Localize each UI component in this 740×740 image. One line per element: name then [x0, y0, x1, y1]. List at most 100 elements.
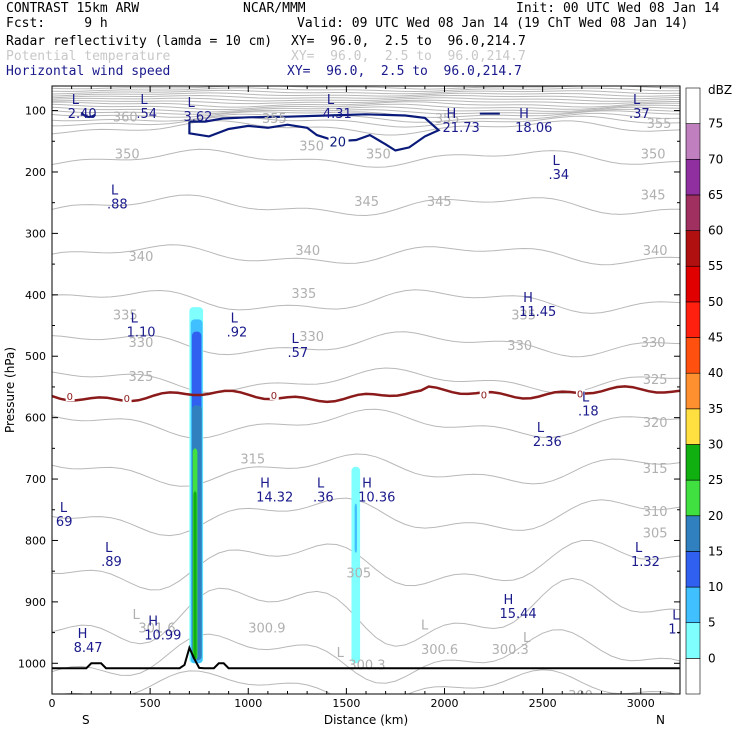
colorbar-level-label: 75 [708, 117, 723, 131]
theta-contour [52, 87, 680, 93]
theta-contour [52, 497, 680, 537]
field-theta-xy: XY= 96.0, 2.5 to 96.0,214.7 [291, 49, 526, 64]
theta-contour [52, 289, 680, 314]
theta-contour-label: 300.6 [421, 643, 458, 658]
y-tick-label: 800 [25, 534, 46, 547]
theta-contour-label: 330 [507, 339, 532, 354]
wind-extremum-marker: H [148, 615, 158, 630]
wind-extremum-marker: L [582, 390, 590, 405]
theta-contour [52, 103, 680, 111]
reflectivity-10dbz [354, 503, 357, 553]
wind-contour-label: 20 [330, 136, 347, 151]
theta-contour [52, 194, 680, 217]
colorbar-level-label: 15 [708, 544, 723, 558]
theta-contour-label: 325 [643, 373, 668, 388]
theta-contour [59, 669, 678, 694]
wind-extremum-marker: H [362, 476, 372, 491]
wind-extremum-value: .92 [227, 326, 248, 341]
colorbar-swatch [685, 194, 701, 231]
colorbar-level-label: 20 [708, 509, 723, 523]
theta-contour-label: 330 [129, 336, 154, 351]
colorbar-level-label: 40 [708, 366, 723, 380]
wind-extremum-value: 10.36 [358, 490, 395, 505]
theta-contour [52, 540, 680, 591]
center-label: NCAR/MMM [243, 1, 306, 16]
field-wind-name: Horizontal wind speed [6, 64, 171, 79]
wind-extremum-marker: L [553, 154, 561, 169]
x-axis-title: Distance (km) [324, 713, 408, 727]
theta-contour [52, 244, 680, 266]
wind-extremum-value: 15.44 [499, 607, 536, 622]
wind-extremum-value: .54 [136, 107, 157, 122]
wind-extremum-value: 1.10 [127, 326, 156, 341]
wind-extremum-marker: L [105, 541, 113, 556]
theta-contour [52, 112, 680, 123]
wind-extremum-marker: H [78, 627, 88, 642]
wind-extremum-marker: L [635, 541, 643, 556]
theta-contour-label: 350 [366, 147, 391, 162]
wind-extremum-marker: L [317, 476, 325, 491]
theta-contour [52, 120, 680, 136]
theta-contour [52, 453, 680, 487]
x-tick-label: 2000 [431, 697, 459, 710]
theta-zero-label-bg [575, 387, 585, 399]
colorbar-swatch [685, 444, 701, 481]
colorbar-swatch [685, 158, 701, 196]
wind-extremum-value: .88 [107, 197, 128, 212]
colorbar-level-label: 70 [708, 152, 723, 166]
x-tick-label: 500 [140, 697, 161, 710]
field-wind-xy: XY= 96.0, 2.5 to 96.0,214.7 [287, 64, 522, 79]
wind-extremum-marker: L [60, 501, 68, 516]
valid-time: Valid: 09 UTC Wed 08 Jan 14 (19 ChT Wed … [297, 16, 689, 31]
theta-contour-label: 315 [643, 462, 668, 477]
theta-contour-label: 325 [129, 370, 154, 385]
theta-contour-label: 335 [511, 308, 536, 323]
wind-extremum-marker: H [260, 476, 270, 491]
wind-extremum-marker: L [292, 332, 300, 347]
theta-zero-contour [52, 385, 680, 404]
y-tick-label: 700 [25, 473, 46, 486]
theta-contour-label: 350 [299, 139, 324, 154]
wind-extremum-value: 11.45 [519, 305, 556, 320]
theta-zero-label-bg [122, 391, 132, 403]
y-axis-title: Pressure (hPa) [3, 347, 17, 433]
colorbar-swatch [685, 337, 701, 374]
wind-extremum-value: 2.36 [533, 435, 562, 450]
wind-extremum-value: 14.32 [256, 490, 293, 505]
wind-extremum-value: .37 [629, 107, 650, 122]
plot-area [52, 86, 680, 694]
y-tick-label: 400 [25, 289, 46, 302]
theta-zero-label: 0 [271, 391, 277, 402]
colorbar-level-label: 55 [708, 259, 723, 273]
wind-extremum-marker: L [187, 96, 195, 111]
theta-contour-label: 345 [641, 189, 666, 204]
theta-contour-label: 360 [113, 111, 138, 126]
theta-contour [52, 577, 680, 647]
wind-extremum-value: .89 [101, 555, 122, 570]
theta-contour-label: 300 [568, 689, 593, 704]
x-tick-label: 2500 [529, 697, 557, 710]
theta-contour-label: 330 [299, 330, 324, 345]
forecast-hour: Fcst: 9 h [6, 16, 108, 31]
theta-zero-label-bg [65, 390, 75, 402]
theta-extremum-marker: L [337, 646, 345, 661]
wind-extremum-value: 10.99 [144, 629, 181, 644]
colorbar-level-label: 65 [708, 188, 723, 202]
colorbar-swatch [685, 265, 701, 303]
wind-extremum-marker: L [672, 608, 680, 623]
y-tick-label: 1000 [18, 657, 46, 670]
theta-contour-label: 330 [641, 336, 666, 351]
theta-contour [52, 97, 680, 102]
wind-extremum-value: .36 [313, 490, 334, 505]
wind-contour [80, 111, 97, 118]
theta-contour [52, 94, 680, 100]
theta-contour-label: 350 [115, 147, 140, 162]
plot-layer: 0 0 0 0 0 20 360 355 355 355 350 350 350 350 345 345 345… [52, 86, 680, 704]
theta-contour-label: 340 [643, 244, 668, 259]
theta-contour-label: 310 [643, 505, 668, 520]
theta-contour-label: 300.3 [492, 643, 529, 658]
wind-extremum-marker: L [140, 93, 148, 108]
terrain-line [52, 644, 680, 670]
wind-extremum-value: 69 [56, 515, 73, 530]
